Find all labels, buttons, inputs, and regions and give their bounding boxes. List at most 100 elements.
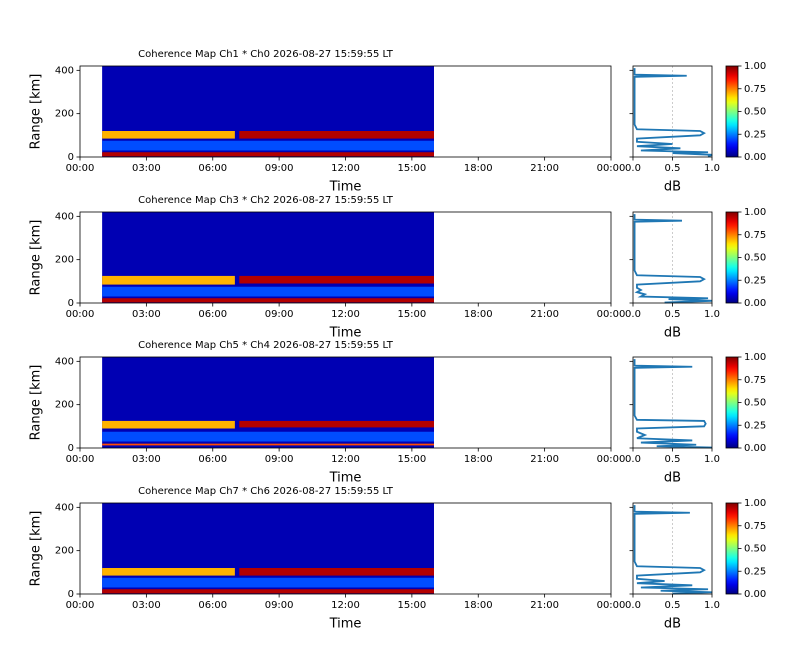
x-tick-label: 09:00: [265, 600, 294, 611]
x-tick-label: 21:00: [530, 600, 559, 611]
x-tick-label: 0.5: [665, 309, 681, 320]
x-tick-label: 12:00: [331, 600, 360, 611]
colorbar: [725, 356, 739, 449]
x-tick-label: 18:00: [464, 163, 493, 174]
x-axis-label: dB: [664, 326, 681, 341]
x-tick-label: 15:00: [397, 600, 426, 611]
colorbar-tick-label: 0.75: [744, 375, 766, 386]
x-tick-label: 1.0: [704, 309, 720, 320]
x-tick-label: 09:00: [265, 163, 294, 174]
colorbar-tick-label: 1.00: [744, 61, 766, 72]
colorbar-tick-label: 0.50: [744, 107, 766, 118]
y-axis-label: Range [km]: [29, 511, 44, 587]
y-tick-label: 200: [55, 546, 74, 557]
x-axis-label: dB: [664, 180, 681, 195]
x-tick-label: 1.0: [704, 600, 720, 611]
y-tick-label: 400: [55, 211, 74, 222]
colorbar: [725, 502, 739, 595]
x-tick-label: 21:00: [530, 309, 559, 320]
y-tick-label: 0: [68, 443, 74, 454]
y-tick-label: 400: [55, 65, 74, 76]
x-tick-label: 0.5: [665, 454, 681, 465]
x-tick-label: 06:00: [198, 309, 227, 320]
y-tick-label: 200: [55, 255, 74, 266]
x-axis-label: Time: [329, 471, 362, 486]
colorbar-tick-label: 0.25: [744, 275, 766, 286]
x-tick-label: 00:00: [66, 309, 95, 320]
chart-title: Coherence Map Ch3 * Ch2 2026-08-27 15:59…: [138, 195, 394, 206]
x-tick-label: 21:00: [530, 163, 559, 174]
y-axis-label: Range [km]: [29, 74, 44, 150]
x-tick-label: 0.0: [625, 600, 641, 611]
x-tick-label: 03:00: [132, 454, 161, 465]
y-tick-label: 400: [55, 502, 74, 513]
heatmap-cell: [239, 420, 434, 428]
x-tick-label: 12:00: [331, 163, 360, 174]
heatmap-cell: [102, 152, 434, 157]
colorbar-tick-label: 0.00: [744, 298, 766, 309]
x-tick-label: 09:00: [265, 309, 294, 320]
y-tick-label: 200: [55, 400, 74, 411]
x-tick-label: 06:00: [198, 163, 227, 174]
y-axis-label: Range [km]: [29, 220, 44, 296]
x-tick-label: 12:00: [331, 454, 360, 465]
x-axis-label: dB: [664, 471, 681, 486]
x-tick-label: 15:00: [397, 454, 426, 465]
y-axis-label: Range [km]: [29, 365, 44, 441]
y-tick-label: 0: [68, 589, 74, 600]
x-axis-label: Time: [329, 180, 362, 195]
x-tick-label: 00:00: [597, 163, 626, 174]
heatmap-cell: [239, 131, 434, 139]
heatmap-cell: [239, 275, 434, 284]
heatmap-cell: [102, 443, 434, 446]
colorbar-tick-label: 0.75: [744, 521, 766, 532]
y-tick-label: 0: [68, 298, 74, 309]
x-tick-label: 18:00: [464, 454, 493, 465]
heatmap-cell: [102, 131, 235, 139]
x-tick-label: 00:00: [66, 163, 95, 174]
heatmap-cell: [102, 275, 235, 285]
heatmap-cell: [102, 298, 434, 303]
x-tick-label: 00:00: [597, 309, 626, 320]
x-tick-label: 09:00: [265, 454, 294, 465]
heatmap-cell: [102, 140, 434, 151]
x-tick-label: 0.0: [625, 309, 641, 320]
x-axis-label: dB: [664, 617, 681, 632]
colorbar: [725, 65, 739, 158]
colorbar-tick-label: 1.00: [744, 498, 766, 509]
x-tick-label: 00:00: [597, 600, 626, 611]
x-axis-label: Time: [329, 617, 362, 632]
chart-title: Coherence Map Ch5 * Ch4 2026-08-27 15:59…: [138, 340, 394, 351]
x-tick-label: 12:00: [331, 309, 360, 320]
heatmap-cell: [102, 286, 434, 297]
x-tick-label: 21:00: [530, 454, 559, 465]
y-tick-label: 200: [55, 109, 74, 120]
profile-line: [633, 68, 713, 158]
colorbar-tick-label: 0.75: [744, 84, 766, 95]
colorbar-tick-label: 0.50: [744, 544, 766, 555]
x-tick-label: 00:00: [66, 600, 95, 611]
heatmap-cell: [102, 589, 434, 594]
heatmap-cell: [102, 568, 235, 576]
colorbar-tick-label: 0.00: [744, 443, 766, 454]
x-tick-label: 1.0: [704, 163, 720, 174]
colorbar-tick-label: 1.00: [744, 207, 766, 218]
x-tick-label: 18:00: [464, 600, 493, 611]
x-tick-label: 1.0: [704, 454, 720, 465]
x-tick-label: 0.5: [665, 600, 681, 611]
x-tick-label: 0.5: [665, 163, 681, 174]
heatmap-cell: [102, 431, 434, 442]
colorbar-tick-label: 0.25: [744, 129, 766, 140]
x-tick-label: 00:00: [597, 454, 626, 465]
x-axis-label: Time: [329, 326, 362, 341]
heatmap-cell: [102, 420, 235, 429]
profile-line: [633, 214, 713, 304]
x-tick-label: 00:00: [66, 454, 95, 465]
x-tick-label: 15:00: [397, 309, 426, 320]
y-tick-label: 0: [68, 152, 74, 163]
colorbar-tick-label: 0.00: [744, 152, 766, 163]
x-tick-label: 06:00: [198, 600, 227, 611]
y-tick-label: 400: [55, 356, 74, 367]
x-tick-label: 18:00: [464, 309, 493, 320]
colorbar-tick-label: 0.00: [744, 589, 766, 600]
